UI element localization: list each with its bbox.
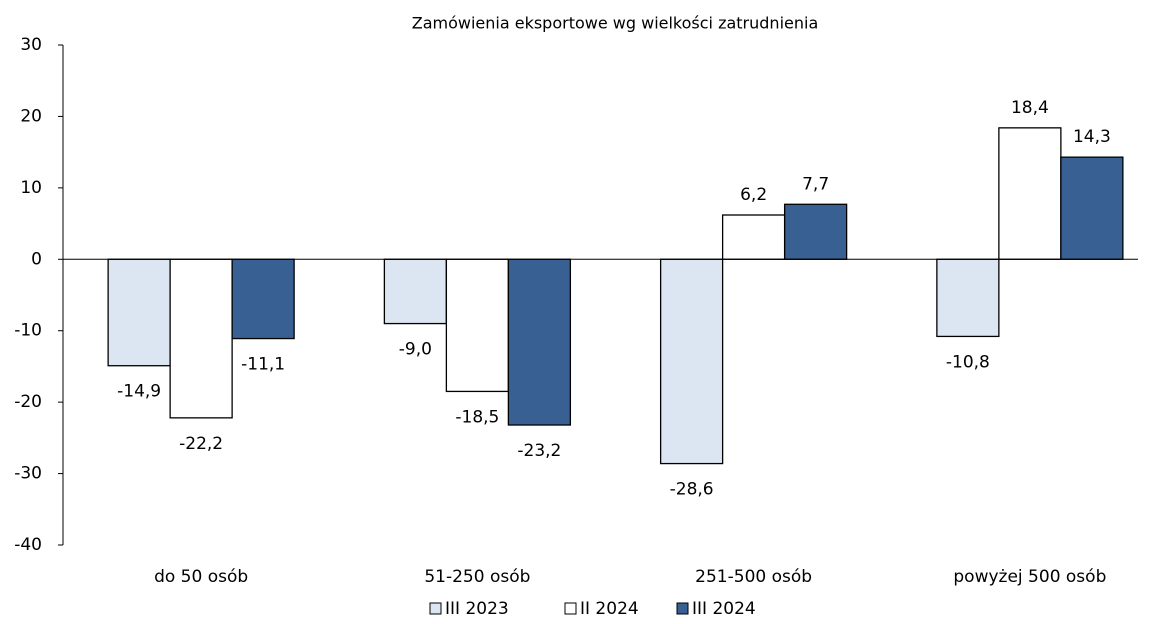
bar bbox=[998, 127, 1062, 260]
y-tick-label: -30 bbox=[14, 464, 42, 484]
legend-label: II 2024 bbox=[580, 599, 639, 619]
bar bbox=[507, 258, 572, 426]
bar bbox=[169, 258, 233, 419]
x-tick-label: 51-250 osób bbox=[424, 567, 530, 587]
y-tick-label: -10 bbox=[14, 321, 42, 341]
x-tick-label: powyżej 500 osób bbox=[953, 567, 1106, 587]
value-label: -9,0 bbox=[399, 340, 432, 360]
x-tick-label: do 50 osób bbox=[154, 567, 248, 587]
bar bbox=[783, 203, 848, 260]
legend-swatch bbox=[676, 602, 689, 615]
value-label: 7,7 bbox=[802, 174, 829, 194]
value-label: -28,6 bbox=[670, 480, 714, 500]
bar bbox=[721, 214, 786, 260]
legend-label: III 2024 bbox=[692, 599, 756, 619]
bar bbox=[659, 258, 724, 465]
y-tick-label: -20 bbox=[14, 392, 42, 412]
bar bbox=[936, 258, 1000, 338]
value-label: 14,3 bbox=[1073, 127, 1111, 147]
value-label: -10,8 bbox=[946, 352, 990, 372]
value-label: 18,4 bbox=[1011, 98, 1049, 118]
bar bbox=[107, 258, 171, 367]
value-label: -11,1 bbox=[241, 355, 285, 375]
bar bbox=[231, 258, 295, 340]
value-label: -22,2 bbox=[179, 434, 223, 454]
y-tick-label: 10 bbox=[20, 178, 42, 198]
y-tick-label: -40 bbox=[14, 535, 42, 555]
legend-swatch bbox=[564, 602, 577, 615]
x-tick-label: 251-500 osób bbox=[695, 567, 812, 587]
bar bbox=[383, 258, 448, 325]
y-tick-label: 20 bbox=[20, 106, 42, 126]
bar bbox=[1060, 156, 1124, 260]
legend-label: III 2023 bbox=[445, 599, 509, 619]
value-label: -14,9 bbox=[117, 382, 161, 402]
bar bbox=[445, 258, 510, 393]
value-label: -18,5 bbox=[455, 407, 499, 427]
y-tick-label: 0 bbox=[31, 249, 42, 269]
chart-title: Zamówienia eksportowe wg wielkości zatru… bbox=[412, 14, 819, 33]
value-label: 6,2 bbox=[740, 185, 767, 205]
value-label: -23,2 bbox=[517, 441, 561, 461]
legend-swatch bbox=[429, 602, 442, 615]
y-tick-label: 30 bbox=[20, 35, 42, 55]
